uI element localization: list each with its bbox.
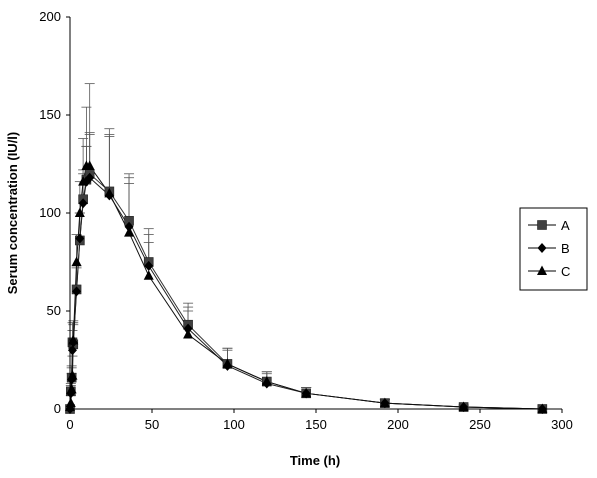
tick-labels: 0 50 100 150 200 0 50 100 150 200 250 300 — [39, 9, 573, 432]
x-tick-label: 100 — [223, 417, 245, 432]
error-bars — [65, 83, 469, 408]
data-point-c — [379, 397, 390, 408]
data-point-b — [183, 323, 193, 334]
axes — [66, 16, 563, 413]
data-point-c — [84, 160, 95, 170]
data-point-c — [222, 358, 233, 368]
data-point-c — [537, 403, 548, 413]
data-point-c — [78, 176, 89, 186]
series-lines — [69, 165, 543, 410]
y-tick-label: 100 — [39, 205, 61, 220]
y-tick-label: 200 — [39, 9, 61, 24]
y-tick-label: 150 — [39, 107, 61, 122]
legend-marker-b — [537, 243, 547, 253]
data-point-c — [66, 383, 77, 394]
data-point-b — [75, 233, 85, 244]
series-markers — [65, 160, 548, 414]
x-axis-label: Time (h) — [290, 453, 340, 468]
data-point-c — [301, 387, 312, 398]
data-point-c — [143, 270, 154, 280]
data-point-c — [183, 329, 194, 339]
legend-box — [519, 207, 588, 291]
legend: ABC — [519, 207, 588, 291]
data-point-b — [124, 221, 134, 232]
legend-marker-c — [537, 265, 547, 275]
data-point-b — [78, 198, 88, 209]
series-line-a — [69, 173, 543, 410]
legend-marker-a — [537, 220, 547, 230]
legend-label-c: C — [561, 264, 570, 279]
y-axis-label: Serum concentration (IU/l) — [5, 132, 20, 295]
data-point-b — [144, 260, 154, 271]
data-point-b — [85, 172, 95, 183]
y-tick-label: 0 — [54, 401, 61, 416]
data-point-c — [65, 397, 76, 408]
x-tick-label: 150 — [305, 417, 327, 432]
data-point-c — [68, 334, 79, 345]
data-point-c — [71, 256, 82, 266]
data-point-b — [72, 286, 82, 297]
x-tick-label: 300 — [551, 417, 573, 432]
data-point-c — [74, 207, 85, 217]
data-point-c — [124, 227, 135, 237]
legend-label-a: A — [561, 218, 570, 233]
x-tick-label: 0 — [66, 417, 73, 432]
series-line-c — [69, 165, 543, 410]
data-point-c — [261, 376, 272, 386]
x-tick-label: 50 — [145, 417, 159, 432]
x-tick-label: 250 — [469, 417, 491, 432]
x-tick-label: 200 — [387, 417, 409, 432]
legend-label-b: B — [561, 241, 570, 256]
data-point-c — [104, 187, 115, 198]
y-tick-label: 50 — [47, 303, 61, 318]
series-line-b — [69, 177, 543, 410]
